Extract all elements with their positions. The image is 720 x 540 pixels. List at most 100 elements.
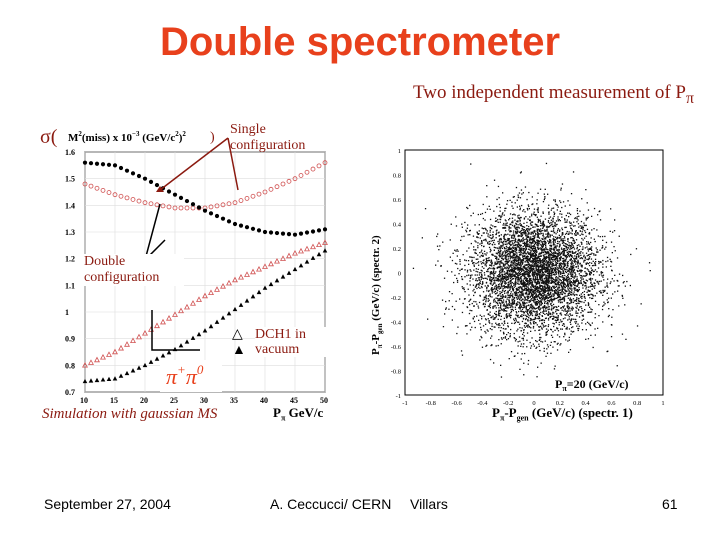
right-scatter-point <box>547 306 549 308</box>
right-scatter-point <box>564 278 566 281</box>
right-scatter-point <box>607 350 609 352</box>
right-scatter-point <box>502 279 504 281</box>
right-scatter-point <box>498 243 500 245</box>
right-scatter-point <box>512 288 514 290</box>
right-scatter-point <box>564 332 566 334</box>
right-scatter-point <box>561 309 563 311</box>
right-scatter-point <box>581 242 583 244</box>
right-scatter-point <box>527 204 529 206</box>
left-point-open-circle <box>226 201 232 207</box>
right-scatter-point <box>536 315 538 317</box>
left-y-tick-label: 1.5 <box>65 175 75 184</box>
right-scatter-point <box>579 234 581 236</box>
right-scatter-point <box>482 277 484 280</box>
right-scatter-point <box>555 293 557 295</box>
right-scatter-point <box>531 221 534 223</box>
right-scatter-point <box>603 279 605 281</box>
right-scatter-point <box>494 285 496 288</box>
right-scatter-point <box>567 285 569 287</box>
right-scatter-point <box>590 271 592 273</box>
right-scatter-point <box>500 239 502 241</box>
right-scatter-point <box>532 254 535 256</box>
right-scatter-point <box>527 320 529 322</box>
right-scatter-point <box>587 263 589 265</box>
right-scatter-point <box>579 282 581 285</box>
left-point-filled-triangle <box>142 362 148 368</box>
right-scatter-point <box>588 311 590 313</box>
right-scatter-point <box>569 225 571 227</box>
right-scatter-point <box>538 282 540 284</box>
right-scatter-point <box>549 234 552 236</box>
right-scatter-point <box>520 261 522 263</box>
right-scatter-point <box>536 262 538 265</box>
right-scatter-point <box>594 285 596 287</box>
right-scatter-point <box>525 243 527 245</box>
right-scatter-point <box>524 243 526 245</box>
right-scatter-point <box>518 247 520 249</box>
right-scatter-point <box>515 259 517 261</box>
right-scatter-point <box>482 259 484 262</box>
right-scatter-point <box>508 275 510 277</box>
right-scatter-point <box>538 240 540 243</box>
right-scatter-point <box>525 267 527 269</box>
right-scatter-point <box>611 324 613 326</box>
right-scatter-point <box>519 308 521 310</box>
right-scatter-point <box>587 286 589 288</box>
left-point-filled-triangle <box>112 376 118 381</box>
right-scatter-point <box>501 266 503 268</box>
right-scatter-point <box>565 328 567 330</box>
right-scatter-point <box>509 317 512 319</box>
right-scatter-point <box>575 258 577 260</box>
right-scatter-point <box>540 307 542 309</box>
right-scatter-point <box>498 323 500 325</box>
right-scatter-point <box>544 340 546 342</box>
right-scatter-point <box>546 229 548 231</box>
right-scatter-point <box>526 339 528 341</box>
right-scatter-point <box>567 282 569 285</box>
right-scatter-point <box>481 318 483 320</box>
right-scatter-point <box>526 286 528 288</box>
right-scatter-point <box>461 286 463 288</box>
right-scatter-point <box>590 272 592 274</box>
right-scatter-point <box>537 242 539 244</box>
right-scatter-point <box>549 256 551 258</box>
right-scatter-point <box>582 229 584 231</box>
right-scatter-point <box>552 252 555 254</box>
channel-label: π+π0 <box>166 362 204 389</box>
right-scatter-point <box>486 344 488 346</box>
right-scatter-point <box>503 296 505 298</box>
right-scatter-point <box>565 258 567 260</box>
right-scatter-point <box>557 293 559 295</box>
right-scatter-point <box>588 290 590 292</box>
right-scatter-point <box>540 247 542 250</box>
right-scatter-point <box>575 274 577 276</box>
right-scatter-point <box>470 215 472 217</box>
right-scatter-point <box>539 253 541 255</box>
right-scatter-point <box>504 310 506 312</box>
right-scatter-point <box>564 259 567 261</box>
right-scatter-point <box>501 294 504 296</box>
right-scatter-point <box>495 307 497 309</box>
right-scatter-point <box>552 278 555 281</box>
right-scatter-point <box>564 314 566 316</box>
right-scatter-point <box>577 259 579 261</box>
right-scatter-point <box>548 255 550 257</box>
right-scatter-point <box>514 321 516 324</box>
right-scatter-point <box>571 331 574 333</box>
right-scatter-point <box>506 203 508 205</box>
right-scatter-point <box>562 269 564 272</box>
right-scatter-point <box>530 345 533 347</box>
right-scatter-point <box>525 235 527 237</box>
right-scatter-point <box>542 247 544 249</box>
right-scatter-point <box>538 229 541 231</box>
right-scatter-point <box>520 233 522 235</box>
right-scatter-point <box>513 300 515 302</box>
right-scatter-point <box>553 247 555 250</box>
right-scatter-point <box>534 308 537 310</box>
right-scatter-point <box>588 242 590 245</box>
right-scatter-point <box>517 245 519 247</box>
right-scatter-point <box>522 281 524 283</box>
right-scatter-point <box>550 282 552 284</box>
right-scatter-point <box>602 263 604 265</box>
right-scatter-point <box>547 286 549 289</box>
